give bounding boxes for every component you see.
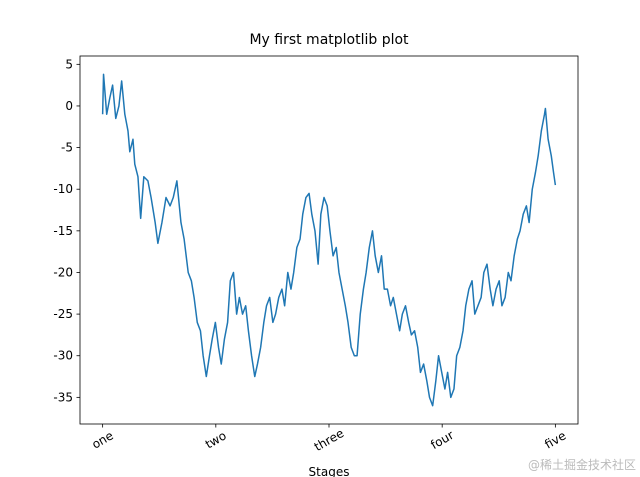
y-tick-label: -10 [53,182,73,196]
y-tick-label: -20 [53,265,73,279]
x-axis-label: Stages [309,465,350,477]
x-tick-label: four [428,428,456,452]
chart-title: My first matplotlib plot [249,32,409,48]
y-tick-label: -25 [53,307,73,321]
x-tick-label: three [312,426,346,454]
x-tick-label: five [542,428,568,451]
line-series [101,73,557,407]
y-tick-label: 0 [65,99,73,113]
y-tick-label: -35 [53,390,73,404]
watermark: @稀土掘金技术社区 [528,457,636,472]
y-tick-label: 5 [65,57,73,71]
y-tick-label: -15 [53,224,73,238]
y-tick-label: -5 [61,141,73,155]
axes-frame [79,55,579,425]
x-tick-label: one [89,428,115,451]
y-tick-label: -30 [53,349,73,363]
x-tick-label: two [203,428,229,451]
